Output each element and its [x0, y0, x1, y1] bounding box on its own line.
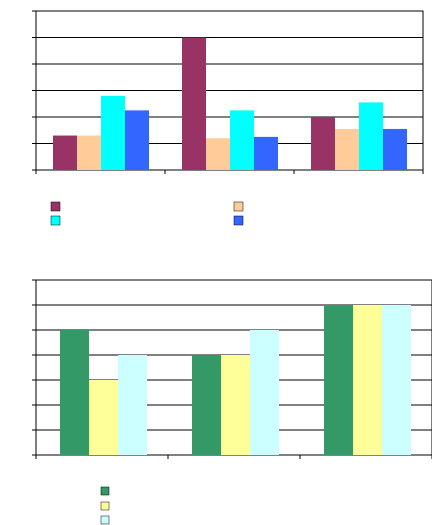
- legend-swatch: [100, 501, 110, 511]
- legend-swatch: [50, 201, 61, 212]
- bar: [60, 330, 89, 455]
- bar: [254, 136, 278, 170]
- bar: [324, 305, 353, 455]
- bar: [359, 102, 383, 170]
- legend-swatch: [100, 486, 110, 496]
- bar: [353, 305, 382, 455]
- legend-swatch: [100, 515, 110, 525]
- bar: [221, 355, 250, 455]
- bar: [118, 355, 147, 455]
- bar: [53, 135, 77, 170]
- bar: [250, 330, 279, 455]
- bar: [335, 128, 359, 170]
- bar: [77, 135, 101, 170]
- chart-1: [32, 10, 424, 226]
- bar: [182, 37, 206, 170]
- legend-swatch: [50, 215, 61, 226]
- bar: [125, 110, 149, 170]
- bar: [89, 380, 118, 455]
- bar: [192, 355, 221, 455]
- bar: [311, 117, 335, 170]
- legend-swatch: [233, 201, 244, 212]
- legend-swatch: [233, 215, 244, 226]
- chart-2: [32, 279, 432, 525]
- bar: [206, 138, 230, 170]
- bar: [101, 95, 125, 170]
- bar: [383, 128, 407, 170]
- bar: [382, 305, 411, 455]
- bar: [230, 110, 254, 170]
